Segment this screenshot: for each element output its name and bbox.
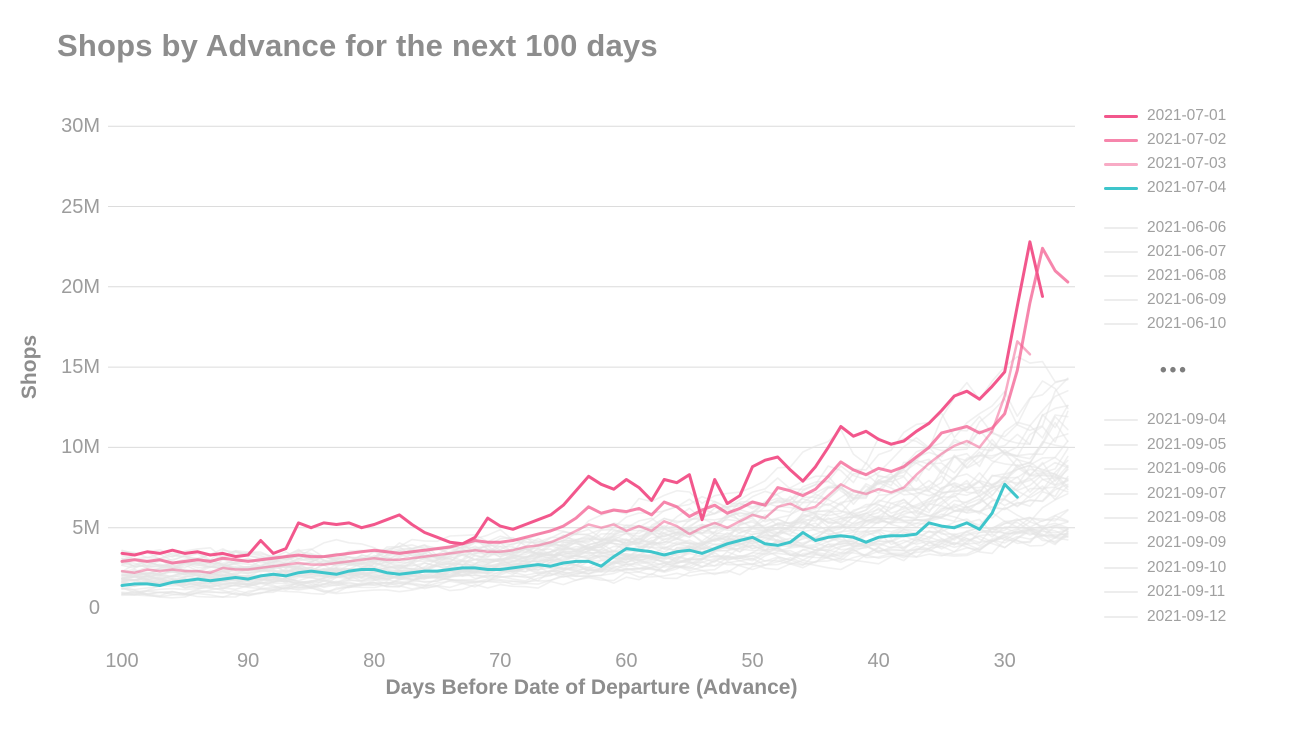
legend-item-label: 2021-06-10 <box>1147 315 1227 332</box>
legend-swatch <box>1104 299 1138 301</box>
background-series-line <box>121 527 1069 591</box>
legend-item-label: 2021-09-10 <box>1147 558 1227 576</box>
legend-item-label: 2021-09-05 <box>1147 435 1227 453</box>
y-tick-label: 25M <box>61 195 100 218</box>
legend-swatch <box>1104 443 1138 446</box>
x-tick-label: 70 <box>489 650 512 672</box>
legend-swatch <box>1104 517 1138 520</box>
legend-item[interactable]: 2021-09-09 <box>1104 533 1226 553</box>
legend-swatch <box>1104 162 1138 166</box>
legend-item[interactable]: 2021-06-08 <box>1104 266 1226 286</box>
background-series-line <box>121 441 1069 572</box>
chart-title: Shops by Advance for the next 100 days <box>57 28 658 63</box>
x-tick-label: 50 <box>741 650 764 672</box>
x-axis-title: Days Before Date of Departure (Advance) <box>385 676 798 699</box>
legend-item[interactable]: 2021-09-11 <box>1104 582 1225 602</box>
legend-swatch <box>1104 323 1138 325</box>
y-tick-label: 5M <box>72 516 100 539</box>
legend-item-label: 2021-09-07 <box>1147 484 1227 502</box>
legend-item[interactable]: 2021-06-09 <box>1104 290 1226 310</box>
series-line-2021-07-01 <box>120 240 1044 559</box>
x-tick-label: 90 <box>236 650 260 672</box>
y-tick-label: 30M <box>61 115 100 138</box>
y-tick-label: 0 <box>88 597 100 619</box>
legend-item-label: 2021-07-03 <box>1147 155 1227 172</box>
legend-item[interactable]: 2021-06-06 <box>1104 218 1226 238</box>
x-tick-label: 60 <box>615 650 638 672</box>
x-tick-label: 80 <box>363 650 386 672</box>
legend-item-label: 2021-06-08 <box>1147 267 1227 284</box>
legend-item-label: 2021-09-04 <box>1147 411 1227 428</box>
legend-swatch <box>1104 227 1138 229</box>
legend-swatch <box>1104 275 1138 277</box>
legend-item[interactable]: 2021-09-06 <box>1104 459 1226 479</box>
series-line-2021-07-04 <box>120 482 1019 587</box>
y-tick-label: 15M <box>61 356 100 379</box>
y-tick-label: 20M <box>61 275 100 298</box>
legend-item[interactable]: 2021-07-02 <box>1104 130 1226 150</box>
legend-swatch <box>1104 566 1138 569</box>
legend-item-label: 2021-06-09 <box>1147 291 1227 308</box>
legend-swatch <box>1104 492 1138 495</box>
legend-swatch <box>1104 468 1138 471</box>
legend-item-label: 2021-09-09 <box>1147 534 1227 551</box>
legend-item[interactable]: 2021-06-07 <box>1104 242 1226 262</box>
legend-swatch <box>1104 542 1138 544</box>
legend-item[interactable]: 2021-09-10 <box>1104 558 1226 578</box>
legend-swatch <box>1104 186 1138 190</box>
legend-item-label: 2021-09-08 <box>1147 509 1227 527</box>
x-tick-label: 30 <box>993 650 1016 672</box>
legend-item-label: 2021-09-06 <box>1147 460 1227 478</box>
series-line-2021-07-02 <box>120 246 1070 565</box>
legend-swatch <box>1104 591 1138 594</box>
background-series-line <box>121 475 1069 597</box>
legend-item-label: 2021-07-02 <box>1147 131 1227 148</box>
legend-item-label: 2021-09-12 <box>1147 607 1227 625</box>
y-tick-label: 10M <box>61 436 100 459</box>
legend-item[interactable]: 2021-09-07 <box>1104 484 1226 504</box>
legend-item[interactable]: 2021-09-04 <box>1104 410 1226 430</box>
legend-item-label: 2021-06-06 <box>1147 219 1227 236</box>
legend-item[interactable]: 2021-07-03 <box>1104 154 1226 174</box>
background-series-line <box>121 378 1069 579</box>
background-series-line <box>121 530 1069 598</box>
legend-item-label: 2021-06-07 <box>1147 243 1227 260</box>
legend-item[interactable]: 2021-07-01 <box>1104 106 1226 126</box>
legend-swatch <box>1104 419 1138 421</box>
legend-item[interactable]: 2021-09-12 <box>1104 607 1226 627</box>
legend-swatch <box>1104 114 1138 118</box>
x-tick-label: 40 <box>867 650 890 672</box>
legend-swatch <box>1104 251 1138 253</box>
legend-item[interactable]: 2021-09-05 <box>1104 435 1226 455</box>
legend-item[interactable]: 2021-06-10 <box>1104 314 1226 334</box>
legend-item-label: 2021-09-11 <box>1147 583 1226 601</box>
legend-swatch <box>1104 615 1138 618</box>
legend-item-label: 2021-07-01 <box>1147 107 1227 124</box>
legend-item[interactable]: 2021-07-04 <box>1104 178 1226 198</box>
legend-item[interactable]: 2021-09-08 <box>1104 508 1226 528</box>
legend-ellipsis: ••• <box>1160 360 1189 381</box>
legend-item-label: 2021-07-04 <box>1147 179 1227 196</box>
x-tick-label: 100 <box>105 650 139 672</box>
legend-swatch <box>1104 138 1138 142</box>
background-series-line <box>121 404 1069 586</box>
series-line-2021-07-03 <box>120 340 1032 574</box>
